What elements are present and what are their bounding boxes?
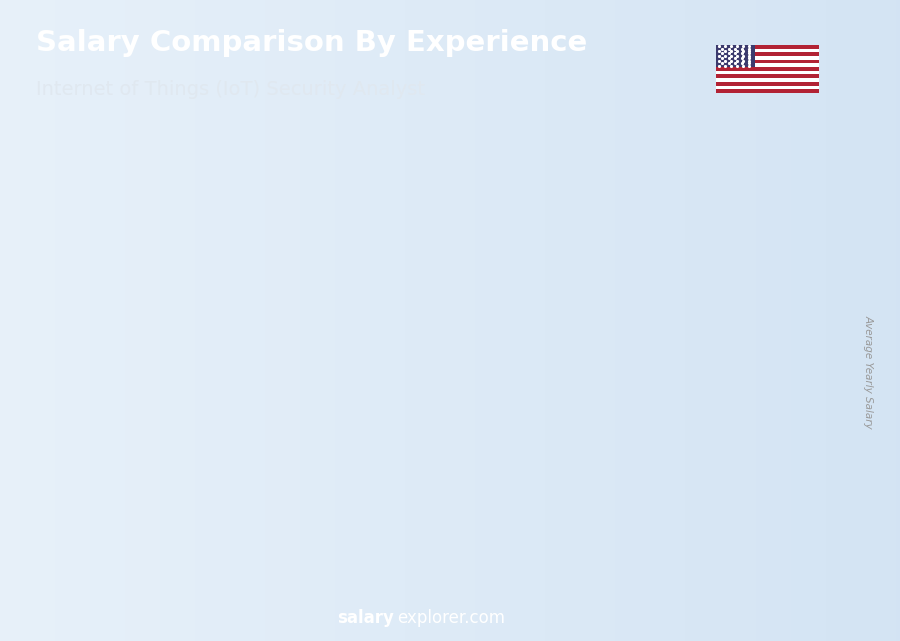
Bar bbox=[468, 242, 536, 564]
Text: Salary Comparison By Experience: Salary Comparison By Experience bbox=[36, 29, 587, 57]
Bar bbox=[338, 294, 405, 564]
Text: +20%: +20% bbox=[396, 160, 464, 179]
Bar bbox=[208, 372, 275, 564]
Bar bbox=[716, 49, 819, 53]
Bar bbox=[716, 82, 819, 85]
Text: +31%: +31% bbox=[139, 267, 202, 285]
Bar bbox=[656, 213, 665, 564]
Bar bbox=[208, 368, 275, 372]
Bar bbox=[598, 213, 602, 564]
Bar bbox=[208, 372, 211, 564]
Text: 112,000 USD: 112,000 USD bbox=[447, 258, 530, 271]
Bar bbox=[716, 60, 819, 63]
Bar bbox=[716, 45, 755, 67]
Text: +8%: +8% bbox=[665, 108, 715, 127]
Text: explorer.com: explorer.com bbox=[397, 609, 505, 627]
Bar bbox=[716, 85, 819, 89]
Bar bbox=[716, 71, 819, 74]
Text: 66,800 USD: 66,800 USD bbox=[191, 388, 266, 401]
Bar bbox=[728, 184, 732, 564]
Bar bbox=[716, 78, 819, 82]
Text: 132,000 USD: 132,000 USD bbox=[720, 200, 803, 213]
Text: +40%: +40% bbox=[266, 197, 334, 217]
Text: +9%: +9% bbox=[536, 131, 585, 150]
Bar bbox=[526, 242, 536, 564]
Bar bbox=[716, 89, 819, 93]
Bar bbox=[716, 63, 819, 67]
Bar bbox=[598, 213, 665, 564]
Bar bbox=[468, 236, 536, 242]
Bar bbox=[77, 417, 145, 564]
Bar bbox=[137, 417, 145, 564]
Text: salary: salary bbox=[338, 609, 394, 627]
Bar bbox=[716, 56, 819, 60]
Bar bbox=[716, 53, 819, 56]
Text: Average Yearly Salary: Average Yearly Salary bbox=[863, 315, 874, 429]
Bar bbox=[338, 290, 405, 294]
Text: 93,600 USD: 93,600 USD bbox=[321, 310, 396, 324]
Text: Internet of Things (IoT) Security Analyst: Internet of Things (IoT) Security Analys… bbox=[36, 80, 425, 99]
Bar bbox=[77, 417, 82, 564]
Text: 51,200 USD: 51,200 USD bbox=[38, 433, 112, 445]
Bar bbox=[787, 184, 796, 564]
Bar bbox=[716, 45, 819, 49]
Bar bbox=[728, 177, 796, 184]
Bar bbox=[77, 414, 145, 417]
Bar bbox=[728, 184, 796, 564]
Bar bbox=[397, 294, 405, 564]
Bar bbox=[468, 242, 472, 564]
Bar bbox=[266, 372, 275, 564]
Bar bbox=[598, 206, 665, 213]
Bar bbox=[716, 67, 819, 71]
Bar bbox=[716, 74, 819, 78]
Text: 122,000 USD: 122,000 USD bbox=[577, 229, 660, 242]
Bar bbox=[338, 294, 342, 564]
